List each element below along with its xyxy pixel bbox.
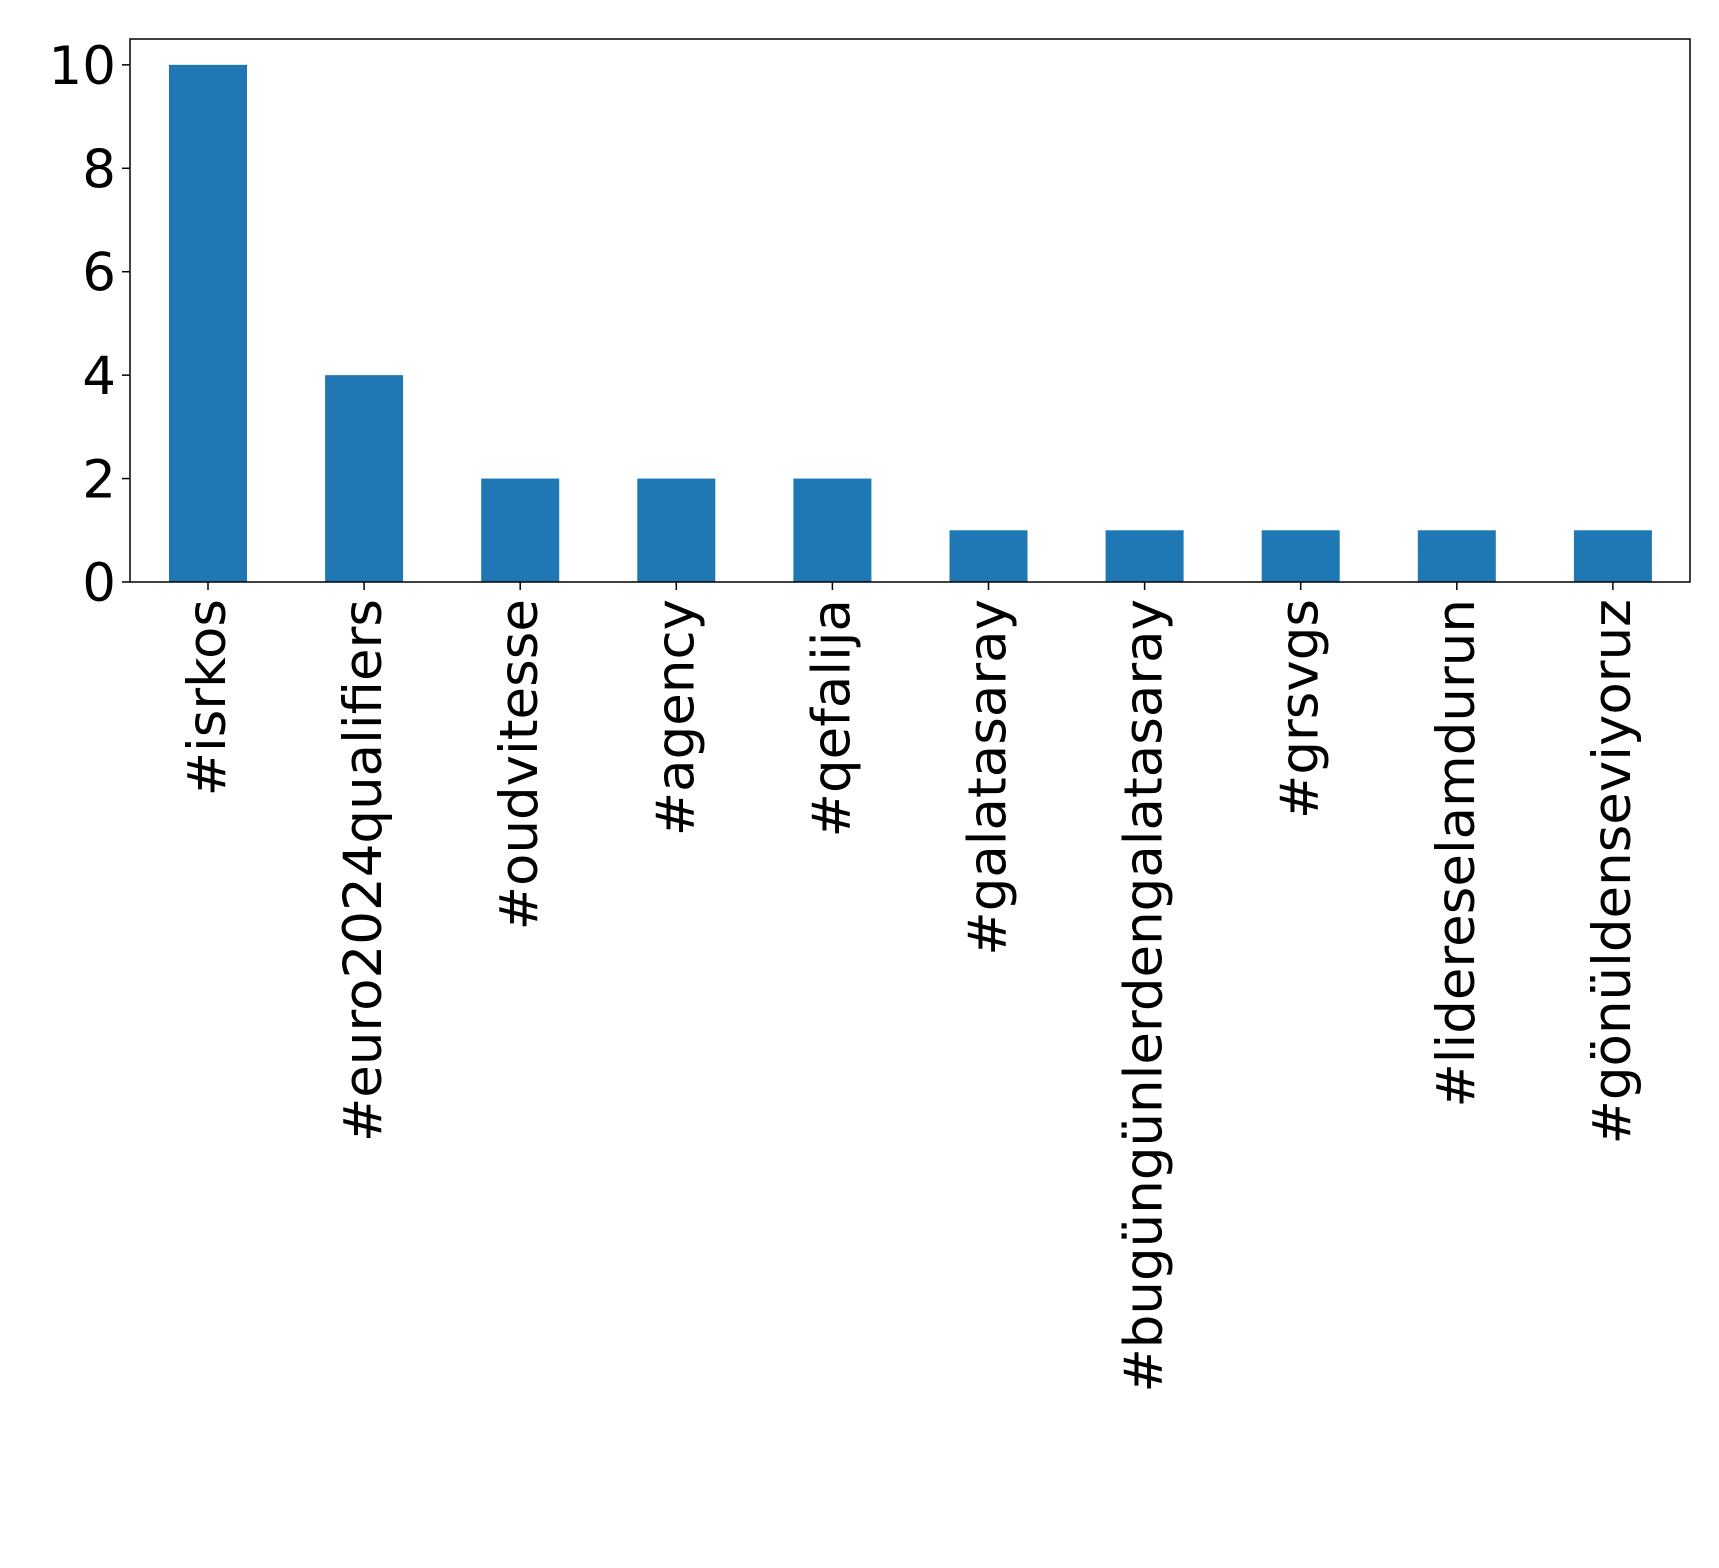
bar-3: [637, 478, 716, 582]
x-tick-label-7: #grsvgs: [1270, 599, 1331, 819]
bar-4: [793, 478, 872, 582]
x-tick-label-8: #lidereselamdurun: [1426, 599, 1487, 1108]
bar-5: [949, 530, 1028, 582]
bar-7: [1261, 530, 1340, 582]
bars-group: [169, 64, 1652, 583]
y-tick-label-4: 8: [82, 139, 116, 200]
y-tick-label-1: 2: [82, 450, 116, 511]
x-tick-label-1: #euro2024qualifiers: [333, 599, 394, 1142]
y-tick-label-3: 6: [82, 243, 116, 304]
bar-0: [169, 64, 247, 583]
bar-6: [1105, 530, 1184, 582]
plot-frame: [129, 38, 1691, 583]
y-tick-label-0: 0: [82, 553, 116, 614]
bar-1: [325, 375, 404, 582]
y-tick-label-2: 4: [82, 346, 116, 407]
x-tick-label-4: #qefalija: [801, 599, 862, 837]
bar-8: [1417, 530, 1496, 582]
bar-9: [1573, 530, 1652, 582]
x-tick-label-0: #isrkos: [177, 599, 238, 796]
x-tick-label-9: #gönüldenseviyoruz: [1582, 599, 1643, 1145]
y-tick-label-5: 10: [49, 36, 116, 97]
x-axis: #isrkos #euro2024qualifiers #oudvitesse #ag…: [177, 582, 1643, 1393]
x-tick-label-6: #bugüngünlerdengalatasaray: [1114, 599, 1175, 1393]
x-tick-label-2: #oudvitesse: [489, 599, 550, 930]
y-axis: 0 2 4 6 8 10: [49, 36, 130, 614]
x-tick-label-5: #galatasaray: [958, 599, 1019, 956]
x-tick-label-3: #agency: [645, 599, 706, 836]
bar-2: [481, 478, 560, 582]
